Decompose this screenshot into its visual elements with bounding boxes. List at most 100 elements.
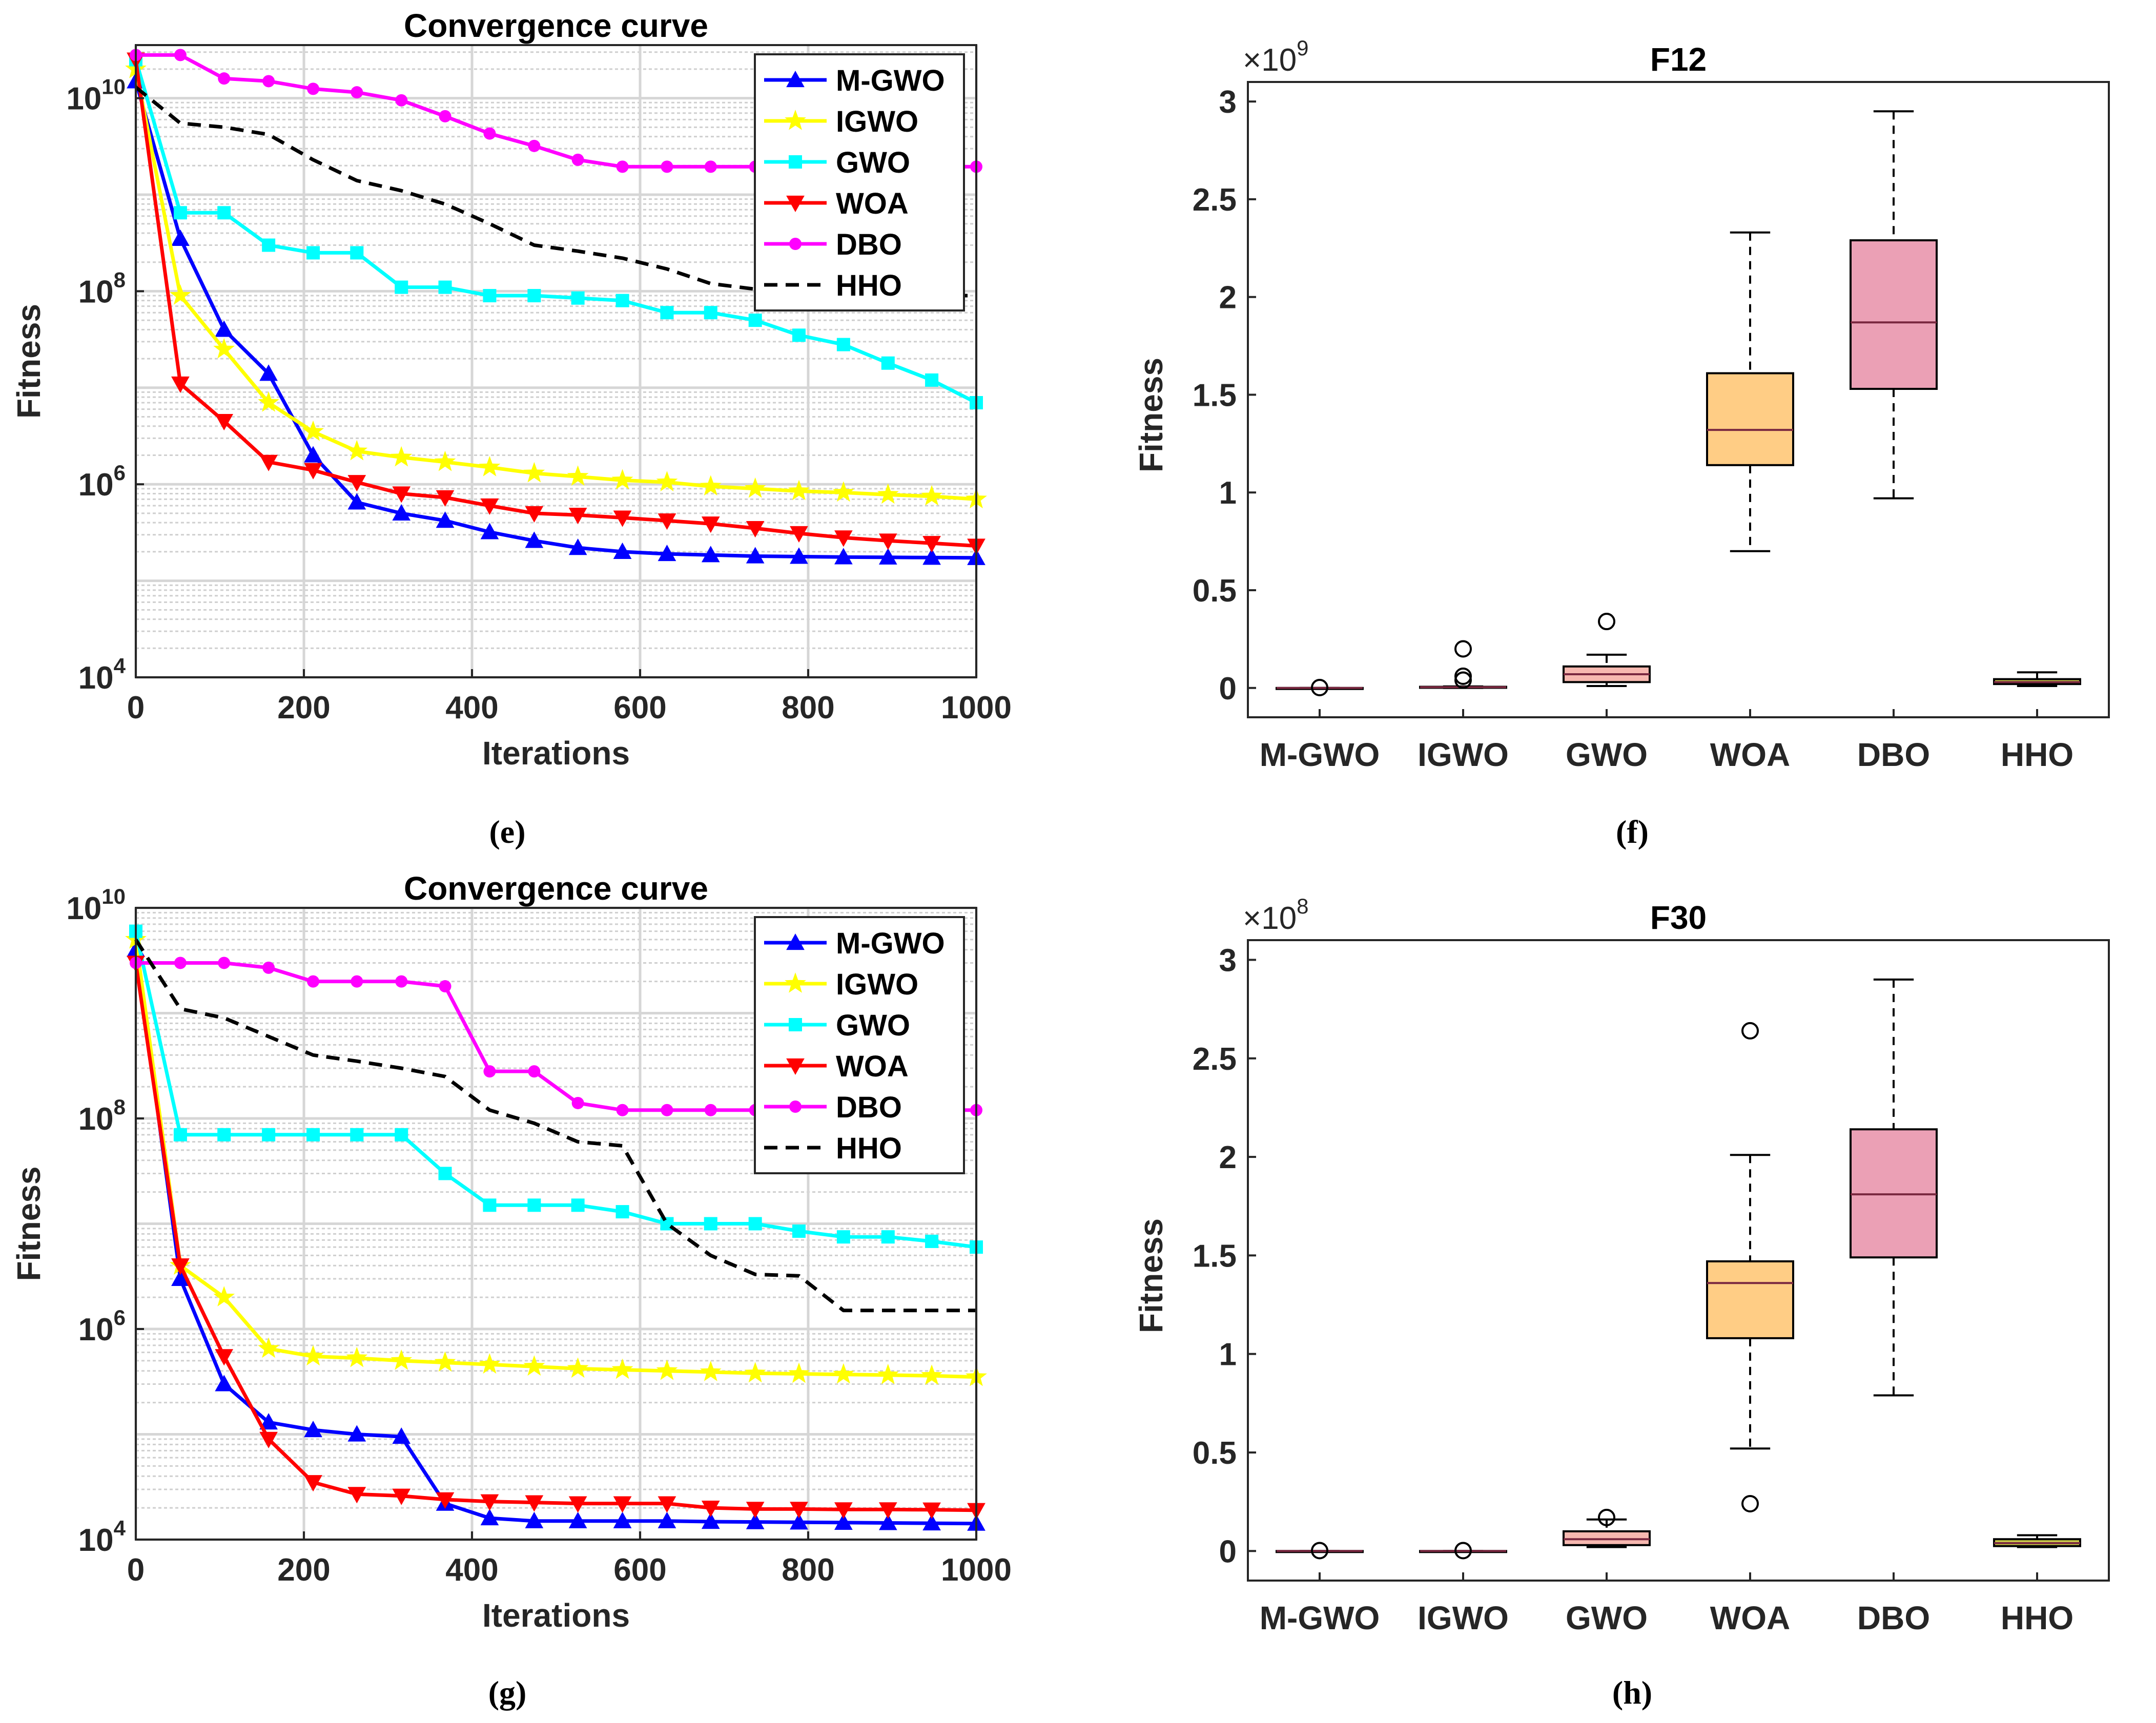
y-tick-label: 1.5 [1193,378,1237,413]
data-point [567,465,589,486]
axes-frame [1247,81,2110,718]
data-point [746,521,765,538]
data-point [658,545,676,562]
x-axis-label: Iterations [482,735,630,772]
y-tick-label: 1.5 [1193,1238,1237,1274]
x-axis-label: Iterations [482,1597,630,1634]
data-point [878,548,897,565]
y-tick-label: 0.5 [1193,573,1237,609]
data-point [306,246,320,260]
data-point [611,469,633,490]
legend-label: M-GWO [836,927,945,960]
data-point [656,471,678,491]
x-tick-label: 200 [277,690,330,725]
box-m-gwo [1276,679,1364,697]
figure-caption: (f) [1616,814,1649,850]
data-point [259,1413,278,1430]
data-point [611,1358,633,1379]
series-line [134,59,977,405]
data-point [656,1359,678,1380]
data-point [434,1351,456,1372]
data-point [217,206,231,220]
x-category-label: HHO [2001,736,2073,773]
data-point [439,110,451,122]
data-point [395,975,408,988]
data-point [661,1104,673,1116]
x-category-label: GWO [1566,736,1648,773]
data-point [613,510,632,527]
plot-area [1248,82,2109,717]
data-point [525,506,544,523]
outlier-point [1311,1542,1328,1560]
x-tick-label: 800 [782,1552,834,1588]
data-point [347,493,366,510]
data-point [215,320,234,337]
data-point [528,1065,541,1078]
data-point [215,414,234,431]
x-tick-label: 600 [613,1552,666,1588]
y-tick-label: 2.5 [1193,1042,1237,1077]
y-tick-label: 0 [1219,1534,1237,1569]
data-point [833,1363,854,1384]
legend-marker [789,238,802,250]
data-point [351,86,363,99]
box-igwo [1419,640,1507,689]
data-point [217,1128,231,1141]
data-point [834,1502,853,1519]
y-tick-label: 2 [1219,280,1237,316]
x-category-label: WOA [1710,736,1790,773]
data-point [347,1425,366,1442]
series-gwo [129,53,983,409]
data-point [616,160,629,173]
data-point [483,1198,497,1212]
legend-label: HHO [836,1132,902,1165]
data-point [480,1509,499,1526]
axis-multiplier: ×109 [1243,36,1309,78]
data-point [921,485,942,506]
x-category-label: M-GWO [1260,736,1380,773]
data-point [701,1512,720,1529]
data-point [567,1357,589,1378]
axes-frame [135,907,977,1541]
chart-title: F30 [1650,899,1707,936]
box-hho [1993,671,2081,687]
data-point [479,1353,501,1374]
data-point [259,1431,278,1448]
data-point [658,1496,676,1513]
data-point [571,1096,584,1109]
y-tick-label: 3 [1219,85,1237,120]
y-axis-label: Fitness [10,1166,47,1281]
data-point [171,1258,190,1275]
legend-label: DBO [836,1091,902,1124]
outlier-point [1741,1495,1759,1512]
data-point [881,356,895,370]
data-point [302,1345,324,1366]
data-point [836,338,850,351]
data-point [259,454,278,471]
data-point [568,1511,587,1528]
iqr-box [1706,372,1794,466]
y-tick-label: 104 [78,654,126,696]
data-point [170,284,191,305]
legend: M-GWO IGWO GWO WOA DBO HHO [754,53,965,312]
data-point [258,391,279,412]
y-axis-label: Fitness [1133,1218,1169,1333]
data-point [438,1167,452,1180]
data-point [392,1427,411,1444]
chart-g: 0 200 400 600 800 1000 104 106 108 1010 Convergenc… [10,870,1012,1711]
data-point [704,1104,717,1116]
legend-label: IGWO [836,968,918,1001]
figure-caption: (e) [489,814,525,850]
x-tick-label: 1000 [941,690,1012,725]
series-line [134,59,977,548]
data-point [347,475,366,492]
data-point [700,475,722,496]
chart-title: F12 [1650,41,1707,78]
chart-title: Convergence curve [404,7,708,44]
data-point [304,1475,322,1492]
data-point [304,463,322,480]
data-point [658,1511,676,1528]
data-point [878,1502,897,1519]
data-point [302,420,324,441]
iqr-box [1706,1260,1794,1339]
